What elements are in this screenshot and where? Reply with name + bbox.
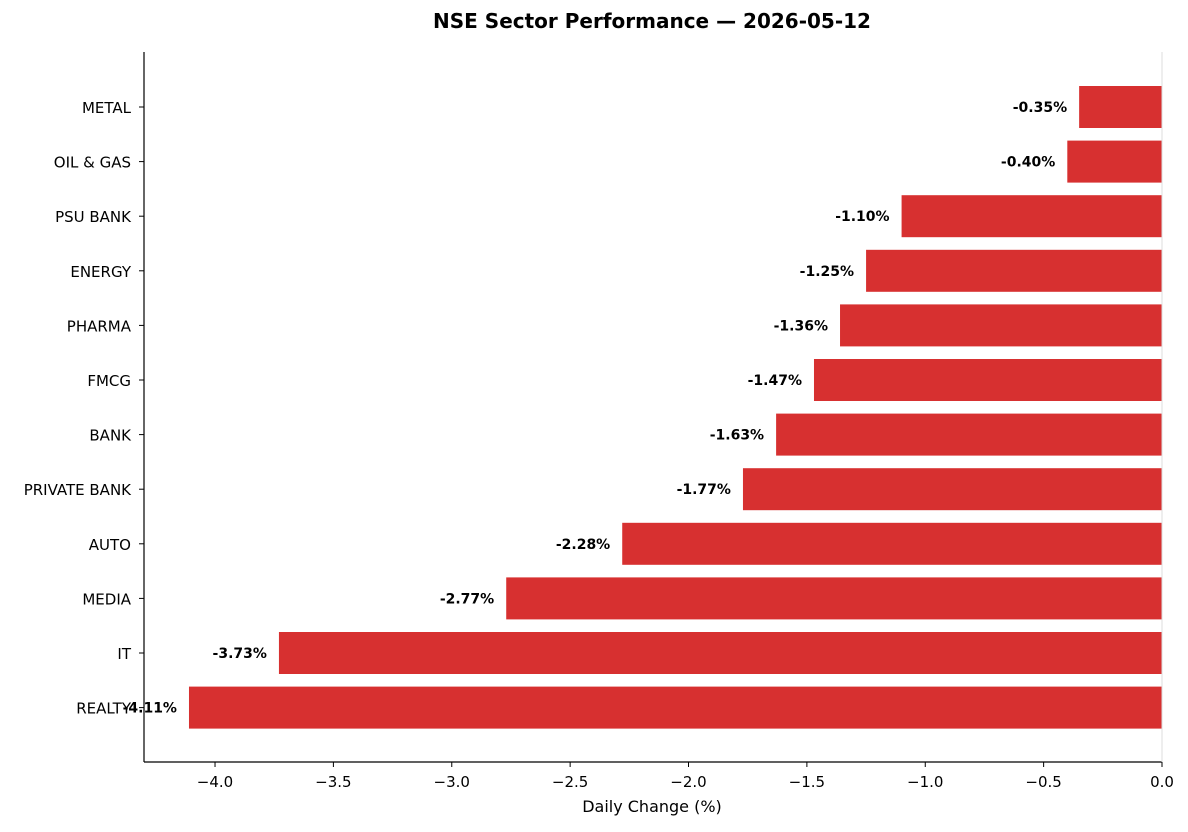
y-tick-label: REALTY	[76, 700, 132, 718]
bar-value-label: -1.25%	[800, 264, 854, 280]
data-labels-layer: -0.35% -0.40% -1.10% -1.25% -1.36% -1.47% -1.6…	[123, 100, 1068, 717]
y-tick-label: MEDIA	[82, 590, 131, 608]
bars-layer	[188, 86, 1163, 729]
bar	[1067, 140, 1162, 183]
bar-value-label: -1.10%	[835, 209, 889, 225]
bar-value-label: -1.36%	[774, 318, 828, 334]
bar	[866, 249, 1162, 292]
bar-value-label: -2.28%	[556, 537, 610, 553]
bar	[776, 413, 1162, 456]
y-tick-label: PRIVATE BANK	[24, 481, 132, 499]
x-tick-label: −3.5	[315, 773, 351, 791]
bar	[278, 632, 1162, 674]
x-axis-label: Daily Change (%)	[582, 797, 722, 816]
bar-value-label: -0.35%	[1013, 100, 1067, 116]
x-tick-label: −0.5	[1025, 773, 1061, 791]
y-tick-label: ENERGY	[70, 263, 131, 281]
y-tick-label: METAL	[82, 99, 132, 117]
x-tick-label: −4.0	[197, 773, 233, 791]
bar-value-label: -2.77%	[440, 591, 494, 607]
bar	[840, 304, 1162, 347]
axes-layer: METAL OIL & GAS PSU BANK ENERGY PHARMA FMCG BA…	[24, 52, 1174, 791]
bar	[622, 522, 1162, 565]
y-tick-label: FMCG	[87, 372, 131, 390]
bar	[813, 359, 1162, 401]
x-tick-label: −2.5	[552, 773, 588, 791]
bar-value-label: -1.63%	[710, 428, 764, 444]
bar-value-label: -0.40%	[1001, 155, 1055, 171]
bar	[1079, 86, 1162, 128]
bar-value-label: -1.77%	[677, 482, 731, 498]
bar-value-label: -3.73%	[213, 646, 267, 662]
bar	[506, 577, 1162, 620]
bar-value-label: -1.47%	[748, 373, 802, 389]
y-tick-label: AUTO	[89, 536, 131, 554]
bar	[742, 468, 1162, 511]
y-tick-label: IT	[117, 645, 131, 663]
y-tick-label: PHARMA	[67, 317, 132, 335]
x-tick-label: −2.0	[670, 773, 706, 791]
bar	[901, 195, 1162, 238]
y-tick-label: OIL & GAS	[54, 154, 131, 172]
x-tick-label: 0.0	[1150, 773, 1174, 791]
chart-title: NSE Sector Performance — 2026-05-12	[433, 9, 871, 33]
x-tick-label: −1.5	[789, 773, 825, 791]
x-tick-label: −3.0	[434, 773, 470, 791]
x-tick-label: −1.0	[907, 773, 943, 791]
y-tick-label: BANK	[89, 427, 132, 445]
bar	[188, 686, 1163, 729]
y-tick-label: PSU BANK	[55, 208, 132, 226]
bar-value-label: -4.11%	[123, 701, 177, 717]
